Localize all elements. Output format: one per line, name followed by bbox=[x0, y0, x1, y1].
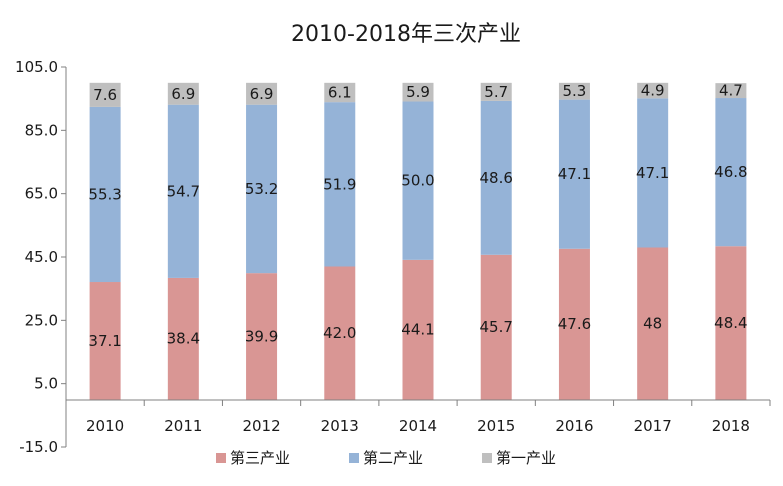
x-tick-label: 2010 bbox=[86, 417, 124, 435]
legend-swatch bbox=[216, 453, 226, 463]
data-label: 47.1 bbox=[558, 165, 591, 183]
x-tick-label: 2018 bbox=[712, 417, 750, 435]
data-label: 4.9 bbox=[641, 82, 665, 100]
y-tick-label: 85.0 bbox=[25, 121, 58, 139]
data-label: 47.6 bbox=[558, 315, 591, 333]
legend-label: 第二产业 bbox=[363, 449, 423, 467]
y-tick-label: 105.0 bbox=[15, 58, 58, 76]
y-tick-label: 45.0 bbox=[25, 248, 58, 266]
data-label: 5.3 bbox=[563, 82, 587, 100]
bar-tertiary bbox=[480, 254, 512, 400]
bar-primary bbox=[402, 82, 434, 102]
bar-secondary bbox=[480, 100, 512, 255]
axes: 105.0 85.0 65.0 45.0 25.0 5.0 -15.0 2010 2011 201… bbox=[15, 58, 771, 456]
x-tick-label: 2014 bbox=[399, 417, 437, 435]
data-label: 48.6 bbox=[480, 169, 513, 187]
data-label: 47.1 bbox=[636, 164, 669, 182]
bar-primary bbox=[89, 82, 121, 107]
legend-item-primary: 第一产业 bbox=[482, 449, 556, 467]
legend-item-secondary: 第二产业 bbox=[349, 449, 423, 467]
data-labels: 37.1 55.3 7.6 38.4 54.7 6.9 39.9 53.2 6.9 42.0 51.… bbox=[88, 82, 747, 350]
bar-tertiary bbox=[637, 247, 669, 400]
bar-tertiary bbox=[715, 246, 747, 400]
x-tick-label: 2015 bbox=[477, 417, 515, 435]
bar-tertiary bbox=[167, 277, 199, 400]
y-tick-label: -15.0 bbox=[19, 438, 58, 456]
bar-tertiary bbox=[558, 248, 590, 400]
bar-tertiary bbox=[89, 282, 121, 400]
bar-tertiary bbox=[402, 259, 434, 400]
data-label: 54.7 bbox=[167, 182, 200, 200]
data-label: 6.9 bbox=[171, 85, 195, 103]
x-tick-label: 2013 bbox=[321, 417, 359, 435]
data-label: 55.3 bbox=[88, 185, 121, 203]
bar-secondary bbox=[246, 104, 278, 274]
legend-label: 第一产业 bbox=[496, 449, 556, 467]
data-label: 42.0 bbox=[323, 324, 356, 342]
data-label: 44.1 bbox=[401, 321, 434, 339]
y-tick-label: 65.0 bbox=[25, 185, 58, 203]
legend-item-tertiary: 第三产业 bbox=[216, 449, 290, 467]
bar-primary bbox=[480, 82, 512, 101]
x-tick-label: 2011 bbox=[164, 417, 202, 435]
bar-primary bbox=[324, 82, 356, 103]
bar-secondary bbox=[402, 101, 434, 260]
bar-secondary bbox=[324, 102, 356, 267]
y-tick-label: 25.0 bbox=[25, 311, 58, 329]
bar-secondary bbox=[89, 106, 121, 283]
data-label: 51.9 bbox=[323, 175, 356, 193]
data-label: 38.4 bbox=[167, 330, 200, 348]
bar-secondary bbox=[167, 104, 199, 278]
data-label: 50.0 bbox=[401, 172, 434, 190]
data-label: 4.7 bbox=[719, 82, 743, 100]
x-tick-label: 2016 bbox=[555, 417, 593, 435]
bar-tertiary bbox=[246, 273, 278, 400]
legend: 第三产业 第二产业 第一产业 bbox=[216, 449, 556, 467]
bar-primary bbox=[167, 82, 199, 105]
legend-swatch bbox=[349, 453, 359, 463]
y-tick-label: 5.0 bbox=[34, 375, 58, 393]
bar-tertiary bbox=[324, 266, 356, 400]
data-label: 7.6 bbox=[93, 86, 117, 104]
bars bbox=[89, 82, 747, 400]
data-label: 48.4 bbox=[714, 314, 747, 332]
legend-label: 第三产业 bbox=[230, 449, 290, 467]
bar-secondary bbox=[558, 99, 590, 249]
data-label: 53.2 bbox=[245, 180, 278, 198]
bar-primary bbox=[637, 82, 669, 99]
data-label: 37.1 bbox=[88, 332, 121, 350]
x-tick-label: 2012 bbox=[242, 417, 280, 435]
data-label: 5.9 bbox=[406, 83, 430, 101]
bar-primary bbox=[715, 83, 747, 99]
chart-title: 2010-2018年三次产业 bbox=[291, 22, 521, 47]
bar-secondary bbox=[715, 98, 747, 247]
data-label: 6.1 bbox=[328, 83, 352, 101]
data-label: 46.8 bbox=[714, 163, 747, 181]
bar-primary bbox=[558, 82, 590, 100]
data-label: 39.9 bbox=[245, 327, 278, 345]
bar-primary bbox=[246, 82, 278, 105]
bar-secondary bbox=[637, 98, 669, 248]
data-label: 6.9 bbox=[250, 85, 274, 103]
data-label: 5.7 bbox=[484, 83, 508, 101]
data-label: 45.7 bbox=[480, 318, 513, 336]
x-tick-label: 2017 bbox=[634, 417, 672, 435]
data-label: 48 bbox=[643, 315, 662, 333]
legend-swatch bbox=[482, 453, 492, 463]
